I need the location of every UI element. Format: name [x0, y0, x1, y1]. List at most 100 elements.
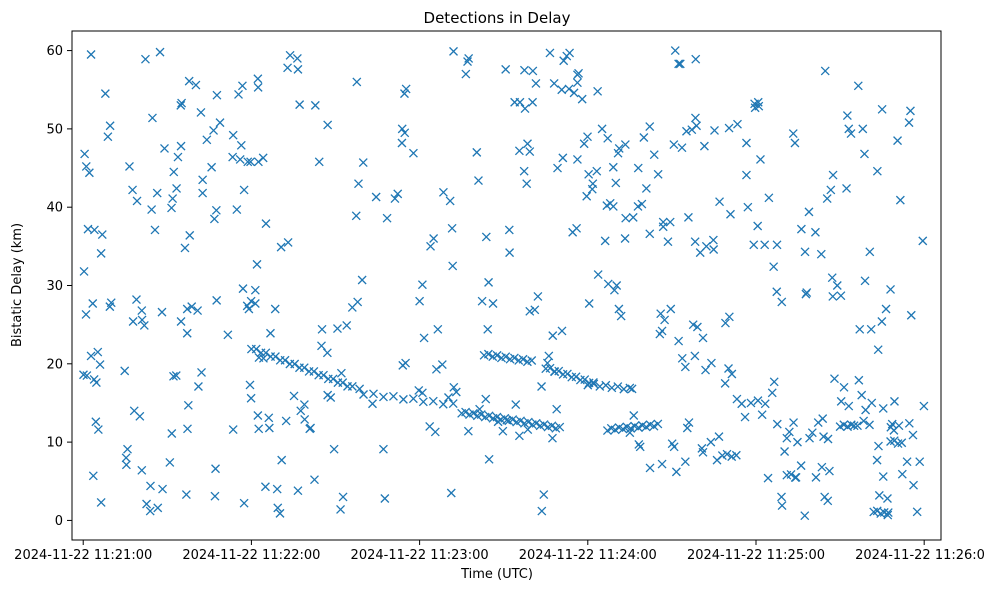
scatter-point: [528, 66, 538, 76]
track-point: [571, 372, 581, 382]
scatter-point: [691, 54, 701, 64]
scatter-point: [160, 144, 169, 153]
scatter-point: [793, 437, 802, 447]
scatter-point: [657, 459, 667, 469]
track-point: [476, 410, 486, 420]
scatter-point: [212, 90, 222, 100]
scatter-point: [519, 65, 529, 75]
scatter-point: [250, 285, 260, 295]
scatter-point: [579, 139, 589, 149]
scatter-point: [777, 492, 786, 502]
scatter-point: [918, 236, 928, 246]
scatter-point: [223, 330, 233, 340]
scatter-point: [690, 237, 700, 247]
scatter-point: [724, 312, 734, 322]
scatter-point: [740, 412, 750, 422]
scatter-point: [682, 423, 692, 433]
scatter-point: [677, 353, 687, 363]
scatter-point: [877, 104, 887, 114]
scatter-point: [666, 304, 676, 314]
scatter-point: [908, 430, 918, 440]
scatter-point: [645, 122, 655, 131]
scatter-point: [912, 507, 922, 517]
scatter-point: [519, 166, 529, 176]
scatter-point: [275, 508, 285, 518]
scatter-point: [629, 411, 639, 420]
scatter-point: [323, 120, 333, 130]
track-point: [328, 374, 338, 384]
scatter-point: [749, 240, 759, 250]
scatter-point: [584, 299, 594, 308]
scatter-point: [89, 225, 99, 235]
x-tick-label: 2024-11-22 11:25:00: [687, 548, 825, 563]
scatter-point: [120, 366, 130, 376]
scatter-point: [239, 185, 249, 195]
scatter-point: [777, 501, 787, 511]
scatter-point: [187, 302, 197, 312]
scatter-point: [805, 433, 814, 443]
scatter-point: [100, 89, 110, 99]
scatter-point: [600, 236, 610, 246]
scatter-point: [572, 78, 582, 88]
y-tick-label: 50: [46, 122, 63, 137]
track-point: [897, 438, 907, 448]
scatter-point: [817, 462, 827, 472]
scatter-point: [820, 66, 830, 76]
scatter-point: [338, 492, 348, 502]
scatter-point: [756, 154, 765, 164]
scatter-point: [293, 64, 303, 74]
y-axis: 0 10 20 30 40 50 60: [46, 44, 72, 529]
scatter-point: [461, 69, 471, 79]
scatter-point: [209, 214, 219, 224]
scatter-point: [902, 457, 912, 467]
scatter-point: [860, 276, 870, 286]
scatter-point: [463, 426, 473, 436]
scatter-point: [477, 296, 487, 306]
scatter-point: [210, 491, 220, 501]
scatter-point: [826, 185, 836, 195]
scatter-point: [276, 242, 286, 252]
scatter-point: [641, 183, 651, 193]
scatter-point: [437, 360, 447, 370]
scatter-point: [329, 444, 339, 454]
track-point: [731, 450, 741, 460]
y-tick-label: 30: [46, 279, 63, 294]
scatter-point: [525, 306, 535, 316]
scatter-point: [874, 490, 884, 500]
scatter-point: [865, 420, 874, 430]
scatter-point: [121, 453, 131, 463]
scatter-point: [336, 368, 346, 378]
scatter-point: [228, 152, 238, 162]
scatter-point: [584, 169, 594, 179]
scatter-point: [88, 299, 98, 308]
scatter-point: [698, 333, 708, 343]
track-point: [509, 353, 519, 363]
scatter-point: [196, 107, 206, 117]
scatter-point: [525, 147, 535, 157]
scatter-point: [96, 248, 106, 258]
scatter-point: [904, 118, 914, 128]
scatter-point: [250, 299, 260, 308]
scatter-point: [764, 193, 774, 203]
x-tick-label: 2024-11-22 11:24:00: [519, 548, 657, 563]
scatter-point: [583, 132, 592, 142]
scatter-point: [501, 64, 511, 74]
scatter-point: [80, 149, 90, 159]
scatter-point: [593, 86, 603, 96]
scatter-point: [246, 393, 256, 403]
scatter-point: [569, 88, 579, 98]
scatter-point: [483, 324, 493, 334]
scatter-point: [904, 418, 914, 428]
track-point: [492, 412, 502, 422]
scatter-point: [153, 503, 163, 513]
y-axis-label: Bistatic Delay (km): [10, 223, 25, 347]
track-point: [518, 354, 528, 364]
track-point: [613, 382, 623, 392]
scatter-point: [438, 187, 448, 197]
scatter-point: [844, 401, 854, 411]
scatter-point: [832, 281, 842, 290]
scatter-point: [310, 475, 319, 485]
scatter-point: [669, 442, 679, 452]
scatter-point: [905, 106, 915, 116]
